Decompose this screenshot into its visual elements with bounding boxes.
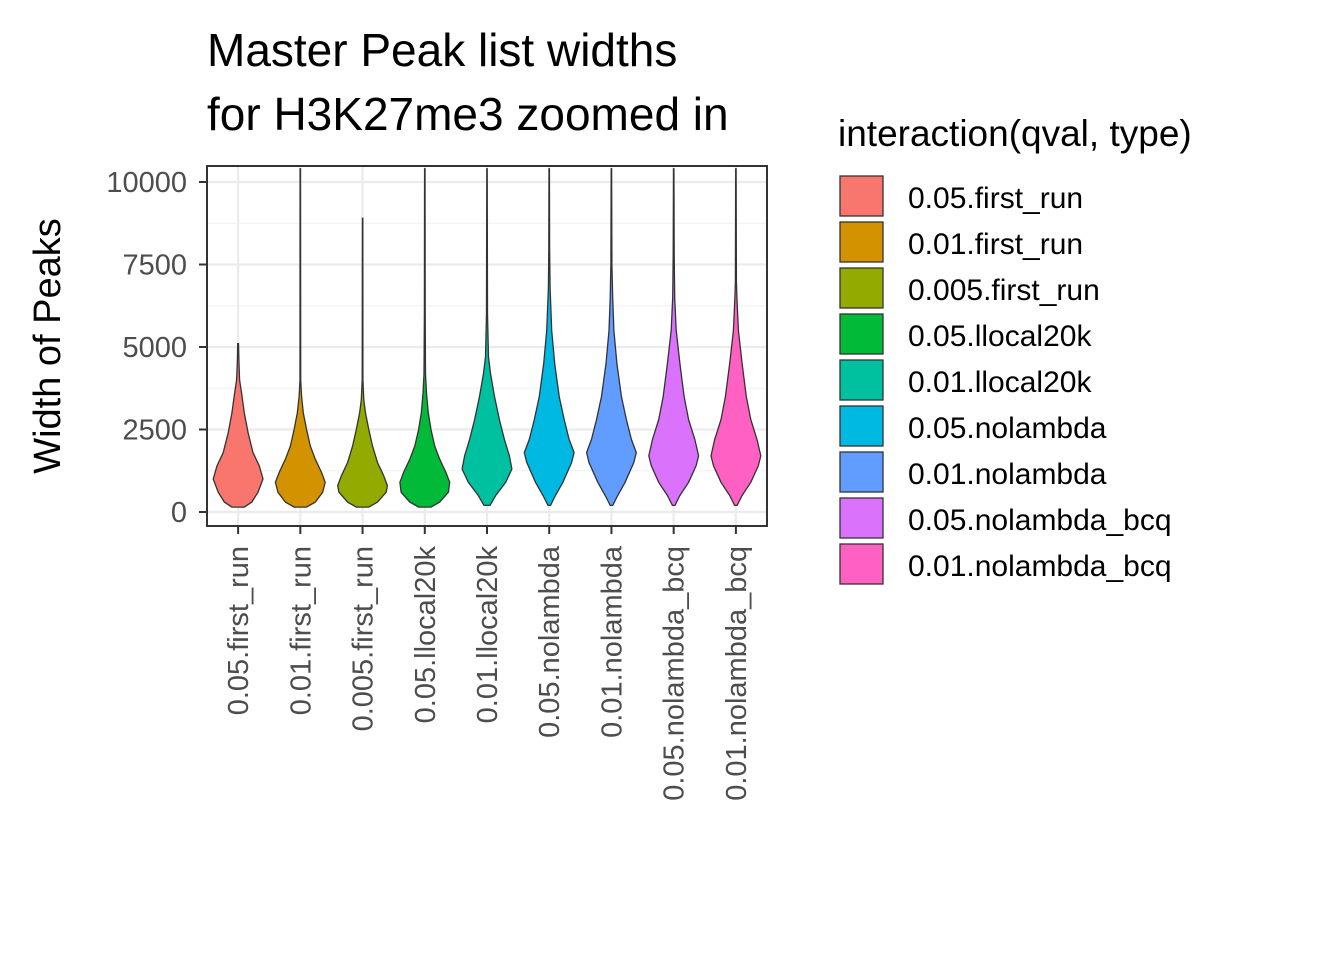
x-tick-label: 0.01.nolambda xyxy=(596,545,628,738)
violin-0.05.nolambda xyxy=(523,168,575,507)
violin-0.05.llocal20k xyxy=(399,168,451,508)
x-tick-label: 0.01.first_run xyxy=(285,546,317,715)
x-tick-label: 0.05.nolambda xyxy=(534,545,566,738)
y-tick-label: 2500 xyxy=(122,415,187,447)
legend-label-0.05.first_run: 0.05.first_run xyxy=(908,182,1083,215)
x-tick-label: 0.05.first_run xyxy=(223,546,255,715)
violin-0.05.first_run xyxy=(212,343,264,508)
legend-label-0.05.llocal20k: 0.05.llocal20k xyxy=(908,320,1092,353)
legend-label-0.05.nolambda: 0.05.nolambda xyxy=(908,412,1107,445)
y-tick-label: 0 xyxy=(171,497,187,529)
violin-0.01.nolambda_bcq xyxy=(710,168,762,507)
chart-title-line-1: Master Peak list widths xyxy=(207,24,677,76)
legend-swatch-0.01.first_run xyxy=(839,221,884,263)
violin-0.01.first_run xyxy=(274,168,326,508)
y-tick-label: 7500 xyxy=(122,250,187,282)
violin-0.01.nolambda xyxy=(585,168,637,507)
violin-0.005.first_run xyxy=(337,217,389,508)
y-tick-label: 5000 xyxy=(122,332,187,364)
violin-0.05.nolambda_bcq xyxy=(648,168,700,507)
legend-label-0.05.nolambda_bcq: 0.05.nolambda_bcq xyxy=(908,504,1172,537)
legend-swatch-0.01.llocal20k xyxy=(839,359,884,401)
violins xyxy=(212,168,762,508)
x-tick-label: 0.005.first_run xyxy=(348,546,380,731)
violin-0.01.llocal20k xyxy=(461,168,513,507)
y-axis-title: Width of Peaks xyxy=(27,218,69,474)
y-axis: 0 2500 5000 7500 10000 xyxy=(106,167,207,529)
x-axis: 0.05.first_run 0.01.first_run 0.005.first_… xyxy=(223,526,753,801)
legend-swatch-0.05.nolambda_bcq xyxy=(839,497,884,539)
legend-swatch-0.05.first_run xyxy=(839,175,884,217)
legend-title: interaction(qval, type) xyxy=(838,113,1192,154)
legend-label-0.01.nolambda: 0.01.nolambda xyxy=(908,458,1107,491)
legend-label-0.01.first_run: 0.01.first_run xyxy=(908,228,1083,261)
x-tick-label: 0.05.llocal20k xyxy=(410,546,442,724)
y-tick-label: 10000 xyxy=(106,167,187,199)
plot-panel xyxy=(206,165,768,527)
x-tick-label: 0.05.nolambda_bcq xyxy=(659,546,691,801)
legend-label-0.005.first_run: 0.005.first_run xyxy=(908,274,1100,307)
legend: interaction(qval, type) 0.05.first_run 0.… xyxy=(838,113,1192,585)
legend-swatch-0.05.llocal20k xyxy=(839,313,884,355)
legend-swatch-0.01.nolambda xyxy=(839,451,884,493)
legend-swatch-0.01.nolambda_bcq xyxy=(839,543,884,585)
x-tick-label: 0.01.llocal20k xyxy=(472,546,504,724)
legend-swatch-0.05.nolambda xyxy=(839,405,884,447)
chart-title-line-2: for H3K27me3 zoomed in xyxy=(207,88,729,140)
x-tick-label: 0.01.nolambda_bcq xyxy=(721,546,753,801)
legend-label-0.01.nolambda_bcq: 0.01.nolambda_bcq xyxy=(908,550,1172,583)
legend-label-0.01.llocal20k: 0.01.llocal20k xyxy=(908,366,1092,399)
legend-swatch-0.005.first_run xyxy=(839,267,884,309)
